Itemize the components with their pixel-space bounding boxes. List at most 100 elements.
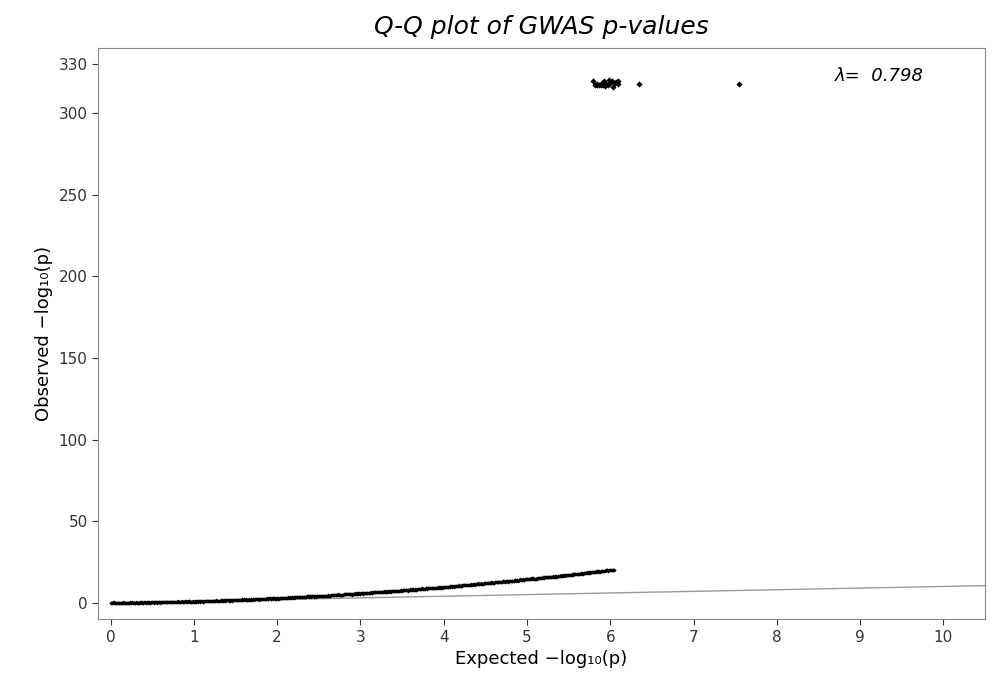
Point xyxy=(590,566,606,577)
Point xyxy=(239,594,255,605)
Point xyxy=(382,585,398,597)
Point xyxy=(420,583,436,594)
Point xyxy=(570,569,586,580)
Point xyxy=(569,569,585,580)
Point xyxy=(157,597,173,608)
Point xyxy=(591,79,607,91)
Point xyxy=(117,597,133,608)
Point xyxy=(583,566,599,577)
Point xyxy=(500,575,516,586)
Point xyxy=(448,581,464,592)
Point xyxy=(561,569,577,581)
Point xyxy=(194,595,210,606)
Point xyxy=(347,588,363,599)
Point xyxy=(404,583,420,595)
Point xyxy=(329,590,345,601)
Point xyxy=(266,592,282,604)
Point xyxy=(118,597,134,608)
Point xyxy=(427,582,443,593)
Point xyxy=(119,597,135,608)
Point xyxy=(386,585,402,597)
Point xyxy=(311,590,327,602)
Point xyxy=(392,585,408,597)
Point xyxy=(169,596,185,607)
Point xyxy=(549,571,565,582)
Point xyxy=(272,592,288,604)
Point xyxy=(259,592,275,604)
Point xyxy=(570,568,586,579)
Point xyxy=(181,595,197,606)
Point xyxy=(126,597,142,608)
Point xyxy=(510,575,526,586)
Point xyxy=(547,571,563,582)
Point xyxy=(376,585,392,597)
Point xyxy=(181,596,197,607)
Point xyxy=(397,584,413,595)
Point xyxy=(470,579,486,590)
Point xyxy=(396,585,412,596)
Point xyxy=(603,565,619,576)
Point xyxy=(569,568,585,579)
Point xyxy=(228,595,244,606)
Point xyxy=(274,593,290,604)
Point xyxy=(360,588,376,599)
Point xyxy=(344,589,360,600)
Point xyxy=(384,585,400,597)
Point xyxy=(193,596,209,607)
Point xyxy=(589,566,605,577)
Point xyxy=(138,597,154,608)
Point xyxy=(132,597,148,608)
Point xyxy=(222,595,238,606)
Point xyxy=(444,581,460,592)
Point xyxy=(205,595,221,606)
Point xyxy=(591,566,607,577)
Point xyxy=(479,578,495,589)
Point xyxy=(537,572,553,583)
Point xyxy=(571,568,587,579)
Point xyxy=(364,587,380,598)
Point xyxy=(210,595,226,606)
Point xyxy=(277,592,293,604)
Point xyxy=(543,572,559,583)
Point xyxy=(400,585,416,596)
Point xyxy=(350,588,366,599)
Point xyxy=(468,579,484,590)
Point xyxy=(440,581,456,592)
Point xyxy=(215,595,231,606)
Point xyxy=(310,590,326,602)
Point xyxy=(548,571,564,582)
Point xyxy=(482,577,498,588)
Point xyxy=(289,592,305,603)
Point xyxy=(166,597,182,608)
Point xyxy=(472,579,488,590)
Point xyxy=(555,570,571,581)
Point xyxy=(378,586,394,597)
Point xyxy=(494,576,510,587)
Point xyxy=(415,583,431,595)
Point xyxy=(576,568,592,579)
Point xyxy=(131,597,147,608)
Point xyxy=(192,596,208,607)
Point xyxy=(234,594,250,605)
Point xyxy=(437,582,453,593)
Point xyxy=(241,594,257,605)
Point xyxy=(283,592,299,603)
Point xyxy=(551,570,567,581)
Point xyxy=(291,591,307,602)
Point xyxy=(493,576,509,588)
Point xyxy=(305,590,321,602)
Point xyxy=(340,588,356,599)
Point xyxy=(117,597,133,608)
Point xyxy=(297,591,313,602)
Point xyxy=(330,589,346,600)
Point xyxy=(290,592,306,603)
Point xyxy=(286,592,302,603)
Point xyxy=(400,585,416,596)
Point xyxy=(238,594,254,605)
Point xyxy=(448,581,464,592)
Point xyxy=(453,580,469,591)
Point xyxy=(218,595,234,606)
Point xyxy=(489,576,505,588)
Point xyxy=(528,573,544,584)
Point xyxy=(304,591,320,602)
